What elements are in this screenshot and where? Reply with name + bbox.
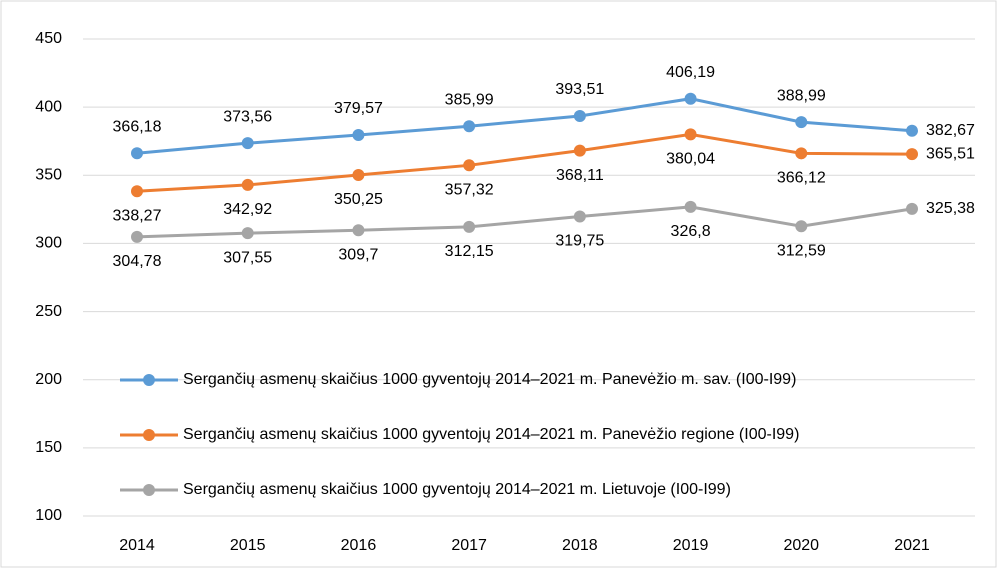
y-tick-label: 350 bbox=[35, 167, 62, 184]
data-point bbox=[684, 200, 697, 213]
data-point bbox=[573, 144, 586, 157]
series-line bbox=[136, 205, 913, 239]
data-label: 388,99 bbox=[777, 87, 826, 104]
data-point bbox=[131, 147, 143, 160]
data-point bbox=[795, 116, 808, 129]
x-tick-label: 2021 bbox=[894, 537, 930, 554]
data-point bbox=[131, 185, 143, 198]
data-point bbox=[463, 220, 476, 233]
x-tick-label: 2018 bbox=[562, 537, 598, 554]
data-label: 406,19 bbox=[666, 64, 715, 81]
data-point bbox=[573, 109, 586, 122]
data-point bbox=[684, 128, 697, 141]
x-tick-label: 2020 bbox=[783, 537, 819, 554]
data-point bbox=[241, 227, 254, 240]
legend-label: Sergančių asmenų skaičius 1000 gyventojų… bbox=[183, 481, 731, 498]
legend-marker bbox=[143, 374, 155, 386]
y-tick-label: 450 bbox=[35, 30, 62, 47]
data-label: 325,38 bbox=[926, 200, 975, 217]
data-label: 368,11 bbox=[556, 167, 604, 184]
x-tick-label: 2019 bbox=[673, 537, 709, 554]
data-label: 366,12 bbox=[777, 170, 826, 187]
data-point bbox=[906, 202, 918, 215]
data-point bbox=[352, 168, 365, 181]
data-point bbox=[463, 120, 476, 133]
data-point bbox=[906, 148, 918, 161]
data-point bbox=[131, 230, 143, 243]
data-point bbox=[241, 178, 254, 191]
data-label: 312,59 bbox=[777, 242, 826, 259]
data-label: 366,18 bbox=[113, 118, 162, 135]
data-label: 365,51 bbox=[926, 145, 975, 162]
data-label: 338,27 bbox=[113, 207, 162, 224]
data-label: 380,04 bbox=[666, 151, 715, 168]
data-label: 342,92 bbox=[223, 201, 272, 218]
y-tick-label: 100 bbox=[35, 507, 62, 524]
data-point bbox=[684, 92, 697, 105]
y-tick-label: 250 bbox=[35, 303, 62, 320]
data-label: 357,32 bbox=[445, 182, 494, 199]
data-label: 307,55 bbox=[223, 249, 272, 266]
x-tick-label: 2014 bbox=[119, 537, 155, 554]
legend-marker bbox=[143, 429, 155, 441]
data-point bbox=[241, 137, 254, 150]
data-label: 350,25 bbox=[334, 191, 383, 208]
data-label: 304,78 bbox=[113, 253, 162, 270]
x-tick-label: 2017 bbox=[451, 537, 487, 554]
data-point bbox=[573, 210, 586, 223]
data-point bbox=[795, 220, 808, 233]
y-tick-label: 150 bbox=[35, 439, 62, 456]
data-label: 393,51 bbox=[555, 81, 604, 98]
data-label: 373,56 bbox=[223, 108, 272, 125]
y-tick-label: 200 bbox=[35, 371, 62, 388]
legend-label: Sergančių asmenų skaičius 1000 gyventojų… bbox=[183, 426, 799, 443]
data-point bbox=[795, 147, 808, 160]
x-tick-label: 2015 bbox=[230, 537, 266, 554]
y-tick-label: 300 bbox=[35, 235, 62, 252]
data-label: 382,67 bbox=[926, 122, 975, 139]
data-point bbox=[906, 124, 918, 137]
data-label: 309,7 bbox=[338, 246, 378, 263]
y-tick-label: 400 bbox=[35, 98, 62, 115]
data-label: 326,8 bbox=[671, 223, 711, 240]
data-point bbox=[352, 128, 365, 141]
data-label: 312,15 bbox=[445, 243, 494, 260]
series-line bbox=[136, 97, 913, 155]
series-line bbox=[136, 132, 913, 193]
data-label: 319,75 bbox=[555, 233, 604, 250]
legend-marker bbox=[143, 484, 155, 496]
data-point bbox=[463, 159, 476, 172]
legend-label: Sergančių asmenų skaičius 1000 gyventojų… bbox=[183, 371, 796, 388]
x-tick-label: 2016 bbox=[341, 537, 377, 554]
data-point bbox=[352, 224, 365, 237]
data-label: 385,99 bbox=[445, 91, 494, 108]
data-label: 379,57 bbox=[334, 100, 383, 117]
